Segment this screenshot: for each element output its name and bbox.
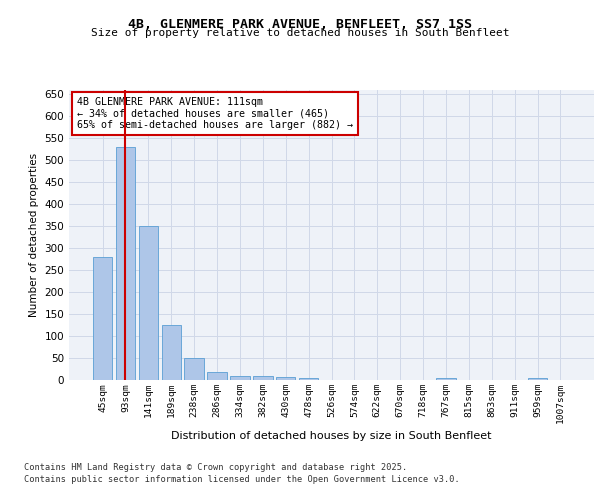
- Bar: [276, 377, 295, 380]
- Bar: [299, 378, 319, 380]
- Bar: [93, 257, 112, 380]
- Bar: [528, 378, 547, 380]
- Text: 4B GLENMERE PARK AVENUE: 111sqm
← 34% of detached houses are smaller (465)
65% o: 4B GLENMERE PARK AVENUE: 111sqm ← 34% of…: [77, 97, 353, 130]
- Bar: [184, 358, 204, 380]
- Bar: [230, 376, 250, 380]
- Bar: [161, 325, 181, 380]
- Y-axis label: Number of detached properties: Number of detached properties: [29, 153, 39, 317]
- Bar: [436, 378, 455, 380]
- Text: Contains public sector information licensed under the Open Government Licence v3: Contains public sector information licen…: [24, 475, 460, 484]
- X-axis label: Distribution of detached houses by size in South Benfleet: Distribution of detached houses by size …: [171, 432, 492, 442]
- Bar: [253, 376, 272, 380]
- Text: Contains HM Land Registry data © Crown copyright and database right 2025.: Contains HM Land Registry data © Crown c…: [24, 464, 407, 472]
- Bar: [139, 226, 158, 380]
- Text: 4B, GLENMERE PARK AVENUE, BENFLEET, SS7 1SS: 4B, GLENMERE PARK AVENUE, BENFLEET, SS7 …: [128, 18, 472, 30]
- Bar: [116, 147, 135, 380]
- Text: Size of property relative to detached houses in South Benfleet: Size of property relative to detached ho…: [91, 28, 509, 38]
- Bar: [208, 372, 227, 380]
